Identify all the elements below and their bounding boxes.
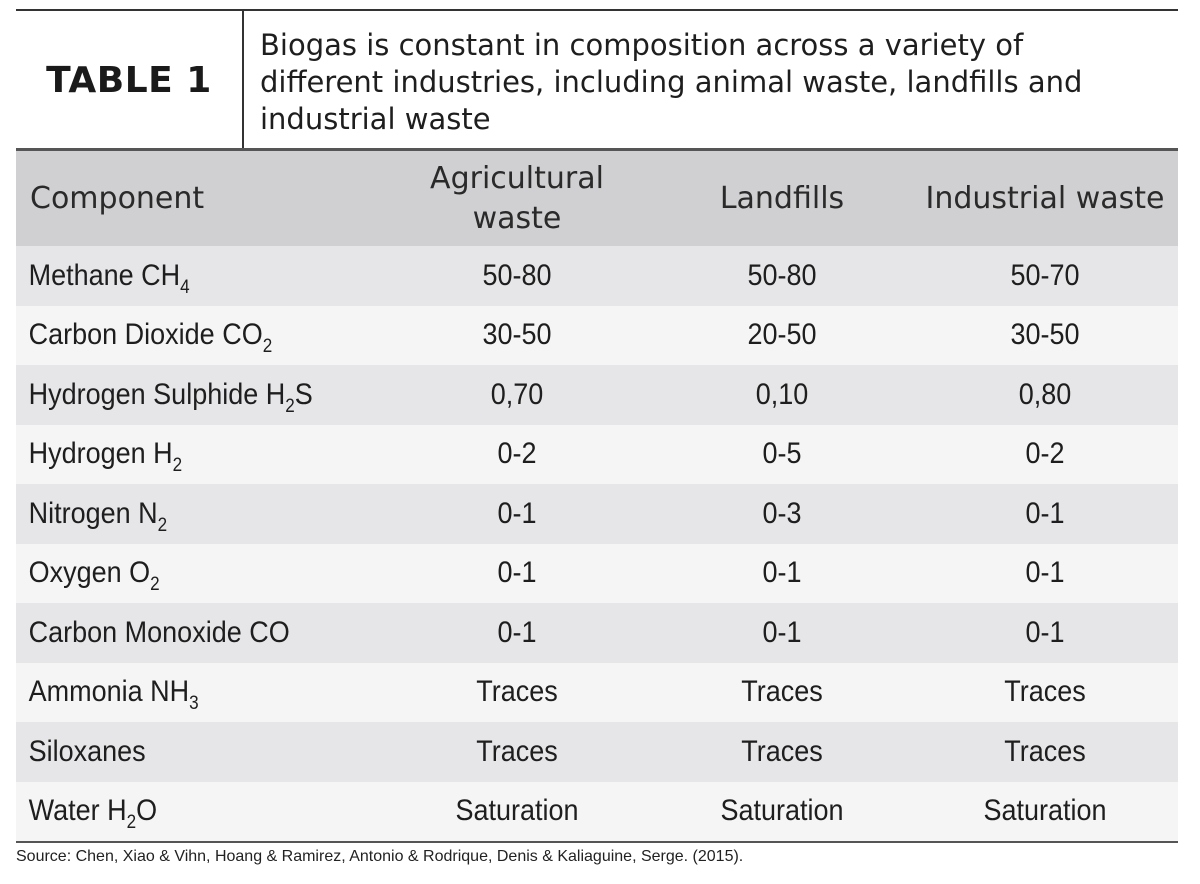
- landfills-value: Traces: [741, 734, 823, 768]
- component-suffix: O: [136, 794, 158, 828]
- composition-table: Component Agricultural waste Landfills I…: [16, 148, 1178, 843]
- component-name: Carbon Dioxide CO: [28, 318, 263, 352]
- landfills-value: Saturation: [720, 794, 844, 828]
- table-row: Siloxanes Traces Traces Traces: [16, 722, 1178, 782]
- agricultural-waste-value: Traces: [476, 675, 558, 709]
- component-cell: Ammonia NH3: [16, 675, 345, 713]
- landfills-value: 0-1: [762, 615, 802, 649]
- landfills-value: 20-50: [747, 318, 817, 352]
- table-row: Hydrogen Sulphide H2S 0,70 0,10 0,80: [16, 365, 1178, 425]
- landfills-value: 0-1: [762, 556, 802, 590]
- table-row: Water H2O Saturation Saturation Saturation: [16, 781, 1178, 841]
- industrial-waste-value: 50-70: [1010, 258, 1080, 292]
- table-row: Nitrogen N2 0-1 0-3 0-1: [16, 484, 1178, 544]
- landfills-value: 50-80: [747, 258, 817, 292]
- table-row: Carbon Dioxide CO2 30-50 20-50 30-50: [16, 305, 1178, 365]
- industrial-waste-value: Saturation: [983, 794, 1107, 828]
- column-header-industrial-waste: Industrial waste: [925, 180, 1165, 216]
- table-label: TABLE 1: [16, 11, 244, 150]
- table-caption: Biogas is constant in composition across…: [260, 28, 1083, 136]
- landfills-value: 0-3: [762, 496, 802, 530]
- component-name: Nitrogen N: [28, 496, 158, 530]
- component-subscript: 2: [157, 514, 168, 536]
- component-name: Oxygen O: [28, 556, 151, 590]
- agricultural-waste-value: 0-1: [497, 496, 537, 530]
- industrial-waste-value: Traces: [1004, 675, 1086, 709]
- component-subscript: 2: [150, 574, 160, 596]
- component-cell: Methane CH4: [16, 258, 345, 297]
- component-cell: Water H2O: [16, 794, 345, 832]
- table-body: Methane CH4 50-80 50-80 50-70 Carbon Dioxide…: [16, 246, 1178, 841]
- industrial-waste-value: 30-50: [1010, 318, 1080, 352]
- component-name: Methane CH: [28, 258, 181, 292]
- component-subscript: 2: [262, 336, 273, 358]
- industrial-waste-value: 0-1: [1025, 556, 1065, 590]
- component-name: Siloxanes: [28, 734, 146, 768]
- component-name: Hydrogen Sulphide H: [28, 377, 286, 411]
- component-cell: Carbon Dioxide CO2: [16, 318, 345, 356]
- agricultural-waste-value: 0-1: [497, 556, 537, 590]
- agricultural-waste-value: Saturation: [455, 794, 579, 828]
- agricultural-waste-value: 50-80: [482, 258, 552, 292]
- component-cell: Oxygen O2: [16, 556, 345, 594]
- industrial-waste-value: 0-2: [1025, 437, 1065, 471]
- industrial-waste-value: 0-1: [1025, 496, 1065, 530]
- component-cell: Hydrogen Sulphide H2S: [16, 377, 345, 416]
- source-note: Source: Chen, Xiao & Vihn, Hoang & Ramir…: [16, 848, 744, 865]
- agricultural-waste-value: 30-50: [482, 318, 552, 352]
- column-header-component: Component: [30, 180, 205, 216]
- table-header: TABLE 1 Biogas is constant in compositio…: [16, 9, 1178, 150]
- column-header-landfills: Landfills: [719, 180, 845, 216]
- component-name: Water H: [28, 794, 127, 828]
- component-cell: Siloxanes: [16, 735, 345, 769]
- landfills-value: Traces: [741, 675, 823, 709]
- table-row: Ammonia NH3 Traces Traces Traces: [16, 662, 1178, 722]
- agricultural-waste-value: 0-1: [497, 615, 537, 649]
- component-suffix: S: [294, 377, 313, 411]
- agricultural-waste-value: 0,70: [490, 377, 544, 411]
- component-subscript: 2: [172, 455, 183, 477]
- landfills-value: 0,10: [755, 377, 809, 411]
- component-cell: Carbon Monoxide CO: [16, 616, 345, 650]
- table-row: Hydrogen H2 0-2 0-5 0-2: [16, 424, 1178, 484]
- table-row: Carbon Monoxide CO 0-1 0-1 0-1: [16, 603, 1178, 663]
- component-subscript: 4: [180, 276, 190, 298]
- agricultural-waste-value: 0-2: [497, 437, 537, 471]
- component-subscript: 2: [285, 395, 295, 417]
- column-header-agricultural-waste: Agricultural waste: [430, 160, 604, 236]
- component-subscript: 3: [189, 693, 199, 715]
- component-cell: Nitrogen N2: [16, 496, 345, 535]
- agricultural-waste-value: Traces: [476, 734, 558, 768]
- industrial-waste-value: 0-1: [1025, 615, 1065, 649]
- table-header-row: Component Agricultural waste Landfills I…: [16, 151, 1178, 246]
- industrial-waste-value: 0,80: [1018, 377, 1072, 411]
- landfills-value: 0-5: [762, 437, 802, 471]
- component-cell: Hydrogen H2: [16, 437, 345, 475]
- component-subscript: 2: [126, 812, 137, 834]
- component-name: Carbon Monoxide CO: [28, 615, 290, 649]
- table-row: Oxygen O2 0-1 0-1 0-1: [16, 543, 1178, 603]
- component-name: Hydrogen H: [28, 437, 173, 471]
- table-row: Methane CH4 50-80 50-80 50-70: [16, 246, 1178, 306]
- industrial-waste-value: Traces: [1004, 734, 1086, 768]
- component-name: Ammonia NH: [28, 675, 190, 709]
